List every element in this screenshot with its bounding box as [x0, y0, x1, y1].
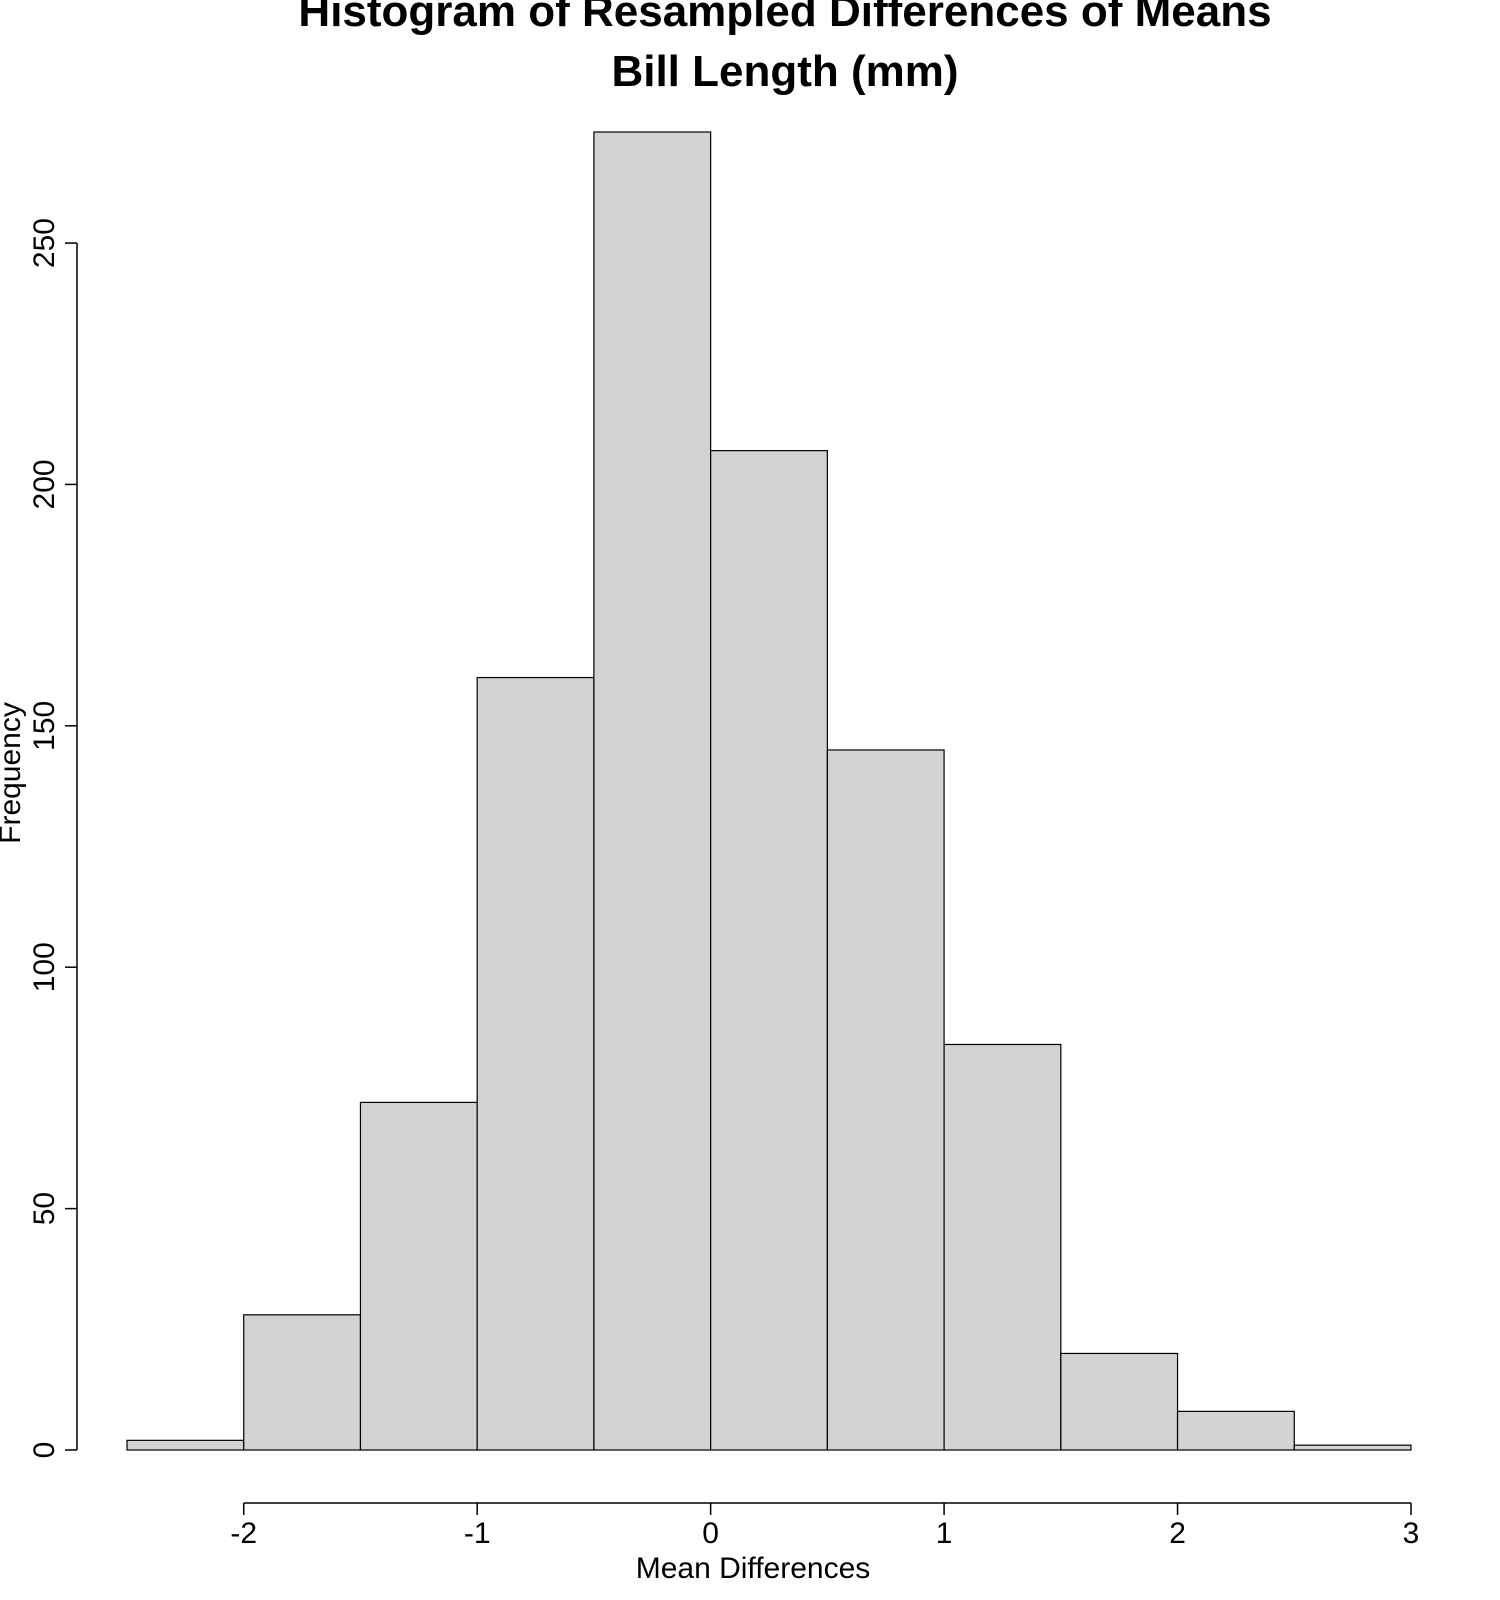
histogram-bar-4: [593, 131, 712, 1451]
x-tick-label-3: 1: [936, 1517, 953, 1550]
x-tick-label-2: 0: [702, 1517, 719, 1550]
histogram-bar-5: [710, 450, 828, 1451]
histogram-bar-2: [359, 1101, 478, 1451]
y-tick-label-4: 200: [28, 459, 61, 509]
histogram-bar-10: [1293, 1444, 1412, 1451]
histogram-bar-1: [243, 1314, 362, 1451]
bars-group: [126, 131, 1412, 1451]
chart-title-line-2: Bill Length (mm): [611, 47, 958, 96]
histogram-bar-7: [943, 1043, 1062, 1451]
x-tick-label-0: -2: [230, 1517, 257, 1550]
x-axis: -2 -1 0 1 2 3: [230, 1502, 1420, 1550]
histogram-bar-3: [476, 676, 595, 1451]
y-tick-label-3: 150: [28, 701, 61, 751]
x-tick-label-5: 3: [1403, 1517, 1420, 1550]
x-axis-label: Mean Differences: [636, 1552, 871, 1585]
y-tick-label-5: 250: [28, 218, 61, 268]
x-tick-label-1: -1: [464, 1517, 491, 1550]
chart-title-line-1: Histogram of Resampled Differences of Me…: [298, 0, 1271, 36]
histogram-bar-0: [126, 1439, 245, 1451]
y-tick-label-0: 0: [28, 1442, 61, 1459]
x-tick-label-4: 2: [1169, 1517, 1186, 1550]
histogram-bar-6: [826, 749, 945, 1451]
histogram-bar-8: [1060, 1352, 1179, 1451]
y-tick-label-2: 100: [28, 942, 61, 992]
y-tick-label-1: 50: [28, 1192, 61, 1225]
histogram-bar-9: [1176, 1410, 1295, 1451]
y-axis: 0 50 100 150 200 250: [28, 218, 78, 1459]
y-axis-label: Frequency: [0, 702, 27, 844]
